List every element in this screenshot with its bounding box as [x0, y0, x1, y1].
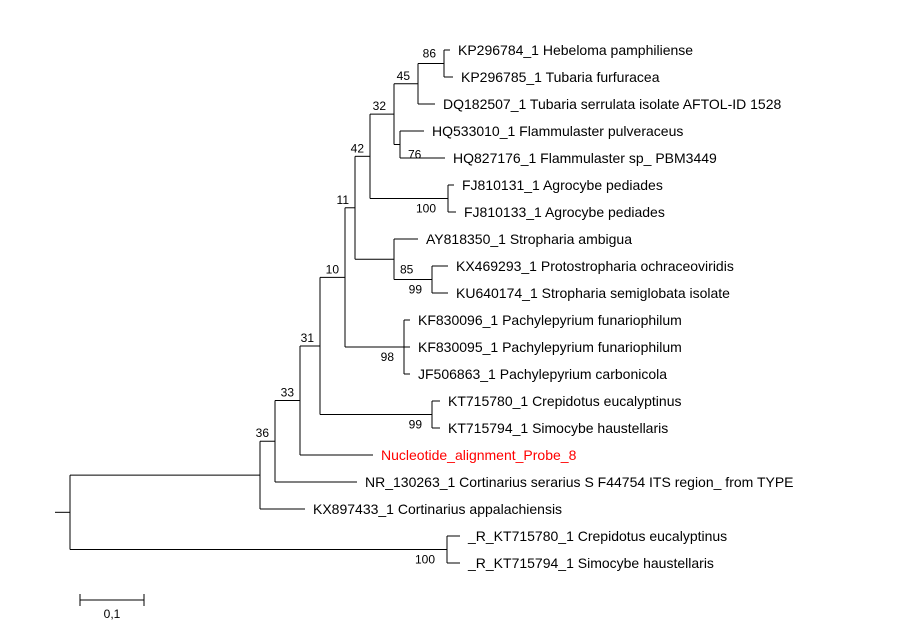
bootstrap-support: 11 [337, 193, 350, 207]
bootstrap-support: 33 [281, 385, 295, 399]
bootstrap-support: 32 [373, 99, 387, 113]
taxon-label: KX469293_1 Protostropharia ochraceovirid… [456, 258, 734, 274]
taxon-label: Nucleotide_alignment_Probe_8 [381, 447, 577, 463]
taxon-label: FJ810131_1 Agrocybe pediades [462, 177, 663, 193]
taxon-label: KT715794_1 Simocybe haustellaris [448, 420, 668, 436]
scale-bar-label: 0,1 [104, 607, 121, 621]
phylogenetic-tree: 86 45 76 32 100 42 99 85 11 98 10 99 31 33 36 100 KP2967… [0, 0, 918, 640]
taxon-label: HQ533010_1 Flammulaster pulveraceus [432, 123, 683, 139]
bootstrap-support: 99 [409, 418, 423, 432]
bootstrap-support: 100 [415, 553, 435, 567]
taxon-label: KF830095_1 Pachylepyrium funariophilum [418, 339, 682, 355]
bootstrap-support: 98 [381, 350, 395, 364]
taxon-label: DQ182507_1 Tubaria serrulata isolate AFT… [443, 96, 781, 112]
bootstrap-support: 31 [301, 331, 315, 345]
bootstrap-support: 86 [423, 47, 437, 61]
bootstrap-support: 99 [409, 283, 423, 297]
bootstrap-support: 42 [351, 141, 365, 155]
taxon-label: KX897433_1 Cortinarius appalachiensis [313, 501, 562, 517]
taxon-label: KP296784_1 Hebeloma pamphiliense [458, 42, 693, 58]
bootstrap-support: 45 [397, 69, 411, 83]
taxon-label: NR_130263_1 Cortinarius serarius S F4475… [365, 474, 794, 490]
taxon-label: KU640174_1 Stropharia semiglobata isolat… [456, 285, 730, 301]
bootstrap-support: 36 [256, 426, 270, 440]
taxon-label: KT715780_1 Crepidotus eucalyptinus [448, 393, 682, 409]
taxon-label: JF506863_1 Pachylepyrium carbonicola [418, 366, 667, 382]
bootstrap-support: 10 [326, 262, 340, 276]
taxon-label: AY818350_1 Stropharia ambigua [426, 231, 632, 247]
taxon-label: _R_KT715780_1 Crepidotus eucalyptinus [467, 528, 727, 544]
taxon-label: KP296785_1 Tubaria furfuracea [461, 69, 660, 85]
taxon-label: HQ827176_1 Flammulaster sp_ PBM3449 [453, 150, 717, 166]
taxon-label: FJ810133_1 Agrocybe pediades [464, 204, 665, 220]
taxon-label: _R_KT715794_1 Simocybe haustellaris [467, 555, 714, 571]
bootstrap-support: 76 [408, 148, 422, 162]
taxon-label: KF830096_1 Pachylepyrium funariophilum [418, 312, 682, 328]
bootstrap-support: 100 [416, 202, 436, 216]
bootstrap-support: 85 [400, 262, 414, 276]
